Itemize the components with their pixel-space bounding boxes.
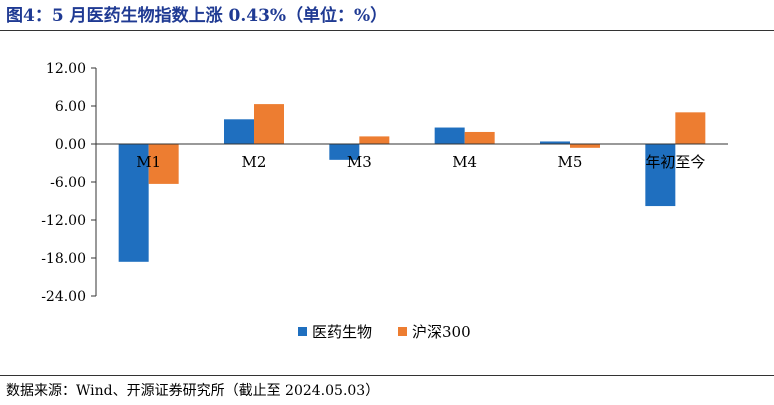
bar-series-2 bbox=[570, 144, 600, 148]
x-category-label: M5 bbox=[558, 153, 583, 171]
y-tick-label: -12.00 bbox=[41, 213, 86, 229]
x-category-label: M1 bbox=[136, 153, 161, 171]
y-tick-label: -6.00 bbox=[50, 175, 86, 191]
x-category-label: M3 bbox=[347, 153, 372, 171]
bar-series-2 bbox=[464, 131, 495, 144]
x-category-label: 年初至今 bbox=[645, 153, 705, 171]
y-tick-label: -18.00 bbox=[41, 251, 86, 267]
y-tick-label: -24.00 bbox=[41, 289, 86, 305]
y-tick-label: 12.00 bbox=[46, 61, 86, 77]
figure-title: 图4：5 月医药生物指数上涨 0.43%（单位：%） bbox=[6, 6, 388, 26]
bar-series-1 bbox=[540, 141, 570, 144]
bar-chart: 12.00 6.00 0.00 -6.00 -12.00 -18.00 -24.00 M1 M2… bbox=[41, 61, 728, 341]
bar-series-2 bbox=[254, 104, 284, 144]
y-tick-label: 6.00 bbox=[55, 99, 86, 115]
x-category-label: M4 bbox=[452, 153, 477, 171]
legend-swatch bbox=[398, 327, 407, 336]
bar-series-1 bbox=[434, 127, 465, 144]
bar-series-1 bbox=[329, 144, 360, 160]
y-tick-label: 0.00 bbox=[55, 137, 86, 153]
legend-label: 医药生物 bbox=[312, 323, 372, 341]
bar-series-1 bbox=[224, 119, 254, 144]
title-divider bbox=[0, 30, 774, 31]
legend-label: 沪深300 bbox=[412, 323, 471, 341]
footer-divider bbox=[0, 375, 774, 376]
source-note: 数据来源：Wind、开源证券研究所（截止至 2024.05.03） bbox=[6, 383, 380, 399]
x-category-label: M2 bbox=[242, 153, 267, 171]
legend-swatch bbox=[298, 327, 307, 336]
bar-series-1 bbox=[118, 144, 149, 262]
bar-series-2 bbox=[675, 112, 706, 144]
bar-series-2 bbox=[148, 144, 179, 184]
bar-series-2 bbox=[359, 136, 390, 144]
bar-series-1 bbox=[645, 144, 676, 207]
